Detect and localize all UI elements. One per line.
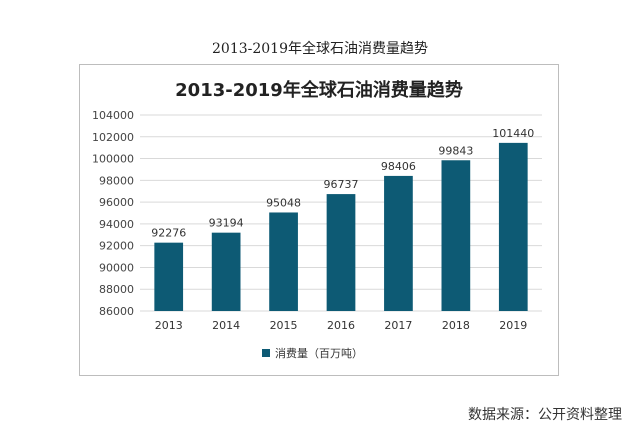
source-note: 数据来源：公开资料整理	[468, 407, 622, 423]
page-title: 2013-2019年全球石油消费量趋势	[212, 41, 428, 57]
y-tick-label: 102000	[92, 131, 134, 144]
y-tick-label: 88000	[99, 283, 134, 296]
y-axis-ticks: 86000 88000 90000 92000 94000 96000 98000 10000…	[92, 109, 134, 318]
x-tick-label: 2013	[155, 319, 183, 332]
data-label: 95048	[266, 196, 301, 209]
bar	[211, 232, 241, 311]
legend-swatch	[262, 349, 270, 357]
x-tick-label: 2019	[499, 319, 527, 332]
data-labels: 92276 93194 95048 96737 98406 99843 101440	[151, 127, 534, 240]
bars	[154, 142, 528, 311]
bar-chart: 2013-2019年全球石油消费量趋势 86000 88000 90000 92000…	[92, 79, 542, 360]
data-label: 92276	[151, 227, 186, 240]
x-tick-label: 2015	[270, 319, 298, 332]
y-tick-label: 90000	[99, 261, 134, 274]
y-tick-label: 92000	[99, 240, 134, 253]
data-label: 96737	[324, 178, 359, 191]
y-tick-label: 104000	[92, 109, 134, 122]
y-tick-label: 96000	[99, 196, 134, 209]
x-tick-label: 2014	[212, 319, 240, 332]
bar	[384, 175, 413, 311]
chart-frame: 2013-2019年全球石油消费量趋势 86000 88000 90000 92000…	[79, 64, 559, 376]
bar	[326, 194, 356, 311]
x-tick-label: 2016	[327, 319, 355, 332]
legend: 消费量（百万吨）	[262, 346, 363, 360]
data-label: 98406	[381, 160, 416, 173]
bar	[441, 160, 471, 311]
y-tick-label: 86000	[99, 305, 134, 318]
data-label: 93194	[209, 217, 244, 230]
bar	[154, 242, 184, 311]
legend-label: 消费量（百万吨）	[275, 346, 363, 360]
x-axis-labels: 2013 2014 2015 2016 2017 2018 2019	[155, 319, 528, 332]
chart-title: 2013-2019年全球石油消费量趋势	[175, 79, 463, 101]
x-tick-label: 2017	[384, 319, 412, 332]
data-label: 99843	[438, 144, 473, 157]
y-tick-label: 94000	[99, 218, 134, 231]
bar	[498, 142, 528, 311]
bar	[269, 212, 298, 311]
data-label: 101440	[492, 127, 534, 140]
x-tick-label: 2018	[442, 319, 470, 332]
y-tick-label: 100000	[92, 153, 134, 166]
y-tick-label: 98000	[99, 174, 134, 187]
